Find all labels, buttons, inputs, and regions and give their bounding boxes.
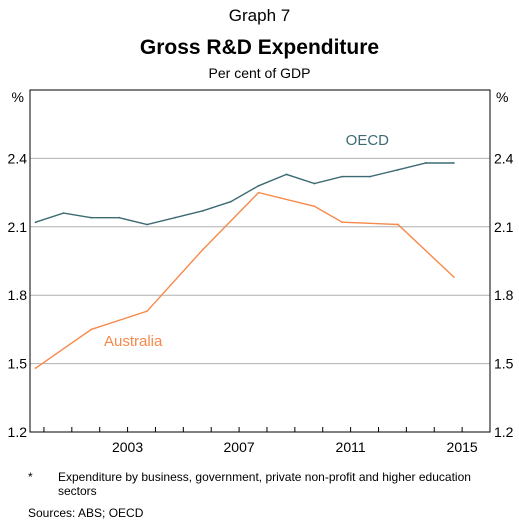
data-point-australia xyxy=(313,205,316,208)
data-point-oecd xyxy=(229,200,232,203)
y-tick-label-right: 1.5 xyxy=(494,356,514,372)
data-point-australia xyxy=(34,367,37,370)
y-tick-label-left: 2.4 xyxy=(8,150,28,166)
data-point-australia xyxy=(146,310,148,313)
series-line-australia xyxy=(35,191,455,369)
data-point-oecd xyxy=(34,221,37,224)
data-point-oecd xyxy=(201,209,204,212)
y-tick-label-right: 2.1 xyxy=(494,219,514,235)
y-tick-label-right: 1.2 xyxy=(494,424,514,440)
graph-number: Graph 7 xyxy=(228,6,291,25)
plot-frame xyxy=(29,89,491,433)
chart-subtitle: Per cent of GDP xyxy=(208,65,311,81)
data-point-oecd xyxy=(369,175,372,178)
data-point-oecd xyxy=(118,216,121,219)
data-point-oecd xyxy=(146,223,148,226)
series-line-oecd xyxy=(35,162,454,226)
x-tick-label: 2015 xyxy=(447,439,478,455)
data-point-australia xyxy=(341,221,344,224)
y-tick-label-left: 1.5 xyxy=(8,356,28,372)
y-tick-label-right: 2.4 xyxy=(494,150,514,166)
data-point-oecd xyxy=(257,184,260,187)
y-unit-left: % xyxy=(12,89,24,105)
series-label-australia: Australia xyxy=(104,333,163,350)
data-point-oecd xyxy=(424,162,427,164)
data-point-oecd xyxy=(452,162,455,164)
data-point-australia xyxy=(201,248,204,251)
data-point-oecd xyxy=(285,173,288,176)
data-point-oecd xyxy=(62,212,65,215)
data-point-australia xyxy=(257,191,260,194)
data-point-australia xyxy=(452,276,455,278)
sources-note: Sources: ABS; OECD xyxy=(28,506,144,520)
series-label-oecd: OECD xyxy=(346,132,390,149)
series: OECD Australia xyxy=(34,132,455,370)
data-point-oecd xyxy=(174,216,176,219)
y-tick-label-left: 1.2 xyxy=(8,424,28,440)
x-tick-label: 2003 xyxy=(112,439,143,455)
x-tick-label: 2011 xyxy=(336,439,366,455)
x-tick-label: 2007 xyxy=(224,439,255,455)
footnote-text: Expenditure by business, government, pri… xyxy=(58,470,471,498)
gridlines xyxy=(30,157,490,365)
y-unit-right: % xyxy=(496,89,508,105)
chart-title: Gross R&D Expenditure xyxy=(139,36,380,59)
data-point-oecd xyxy=(397,168,399,171)
data-point-australia xyxy=(397,223,399,226)
axes: 1.2 1.2 1.5 1.5 1.8 1.8 2.1 2.1 2.4 2.4% % 2003 2007… xyxy=(8,89,514,455)
data-point-australia xyxy=(90,328,93,331)
y-tick-label-left: 1.8 xyxy=(8,287,28,303)
y-tick-label-right: 1.8 xyxy=(494,287,514,303)
data-point-oecd xyxy=(341,175,344,178)
y-tick-label-left: 2.1 xyxy=(8,219,28,235)
footnote-marker: * xyxy=(28,470,33,484)
data-point-oecd xyxy=(90,216,93,219)
data-point-oecd xyxy=(313,182,316,185)
